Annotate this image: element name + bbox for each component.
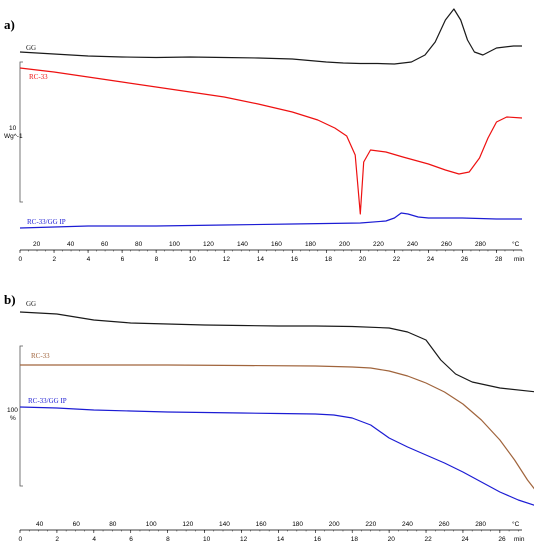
celsius-tick-label: 220 [373,241,384,248]
celsius-tick-label: 120 [182,521,193,528]
series-line-1 [19,67,523,215]
panel-b-scale-value: 100 [7,407,18,414]
minute-tick-label: 16 [291,256,299,263]
series-line-2 [19,212,522,229]
minute-tick-label: 8 [155,256,159,263]
celsius-tick-label: 280 [475,521,486,528]
panel-b-scale-bracket [19,345,23,487]
celsius-tick-label: 140 [237,241,248,248]
celsius-tick-label: 60 [101,241,109,248]
panel-a-minute-ticks: 0 2 4 6 8 10 12 14 16 18 20 22 24 26 28 min [19,250,525,263]
celsius-tick-label: 240 [407,241,418,248]
celsius-tick-label: 280 [475,241,486,248]
panel-a-scale-unit: Wg^-1 [4,133,23,140]
celsius-tick-label: 180 [305,241,316,248]
minute-tick-label: 4 [87,256,91,263]
panel-a-scale-bracket [19,61,23,203]
minute-tick-label: 8 [166,536,170,543]
series-line-0 [19,8,522,65]
minute-tick-label: 6 [129,536,133,543]
panel-b-series-labels: GG RC-33 RC-33/GG IP [26,300,67,405]
panel-b-celsius-ticks: 40 60 80 100 120 140 160 180 200 220 240 260 280 °C [36,520,520,528]
minute-tick-label: 20 [388,536,396,543]
panel-a-scale-value: 10 [9,125,17,132]
minute-tick-label: 18 [351,536,359,543]
celsius-tick-label: 200 [329,521,340,528]
minute-tick-label: 2 [55,536,59,543]
minute-tick-label: 6 [121,256,125,263]
panel-a-celsius-ticks: 20 40 60 80 100 120 140 160 180 200 220 240 260 280 °C [33,240,520,248]
minute-unit-label: min [514,256,525,263]
panel-a-series [19,8,523,229]
minute-tick-label: 26 [461,256,469,263]
minute-tick-label: 24 [461,536,469,543]
minute-tick-label: 26 [498,536,506,543]
series-label-rc33-gg-ip: RC-33/GG IP [28,397,67,405]
celsius-tick-label: 80 [135,241,143,248]
minute-tick-label: 4 [92,536,96,543]
celsius-tick-label: 260 [439,521,450,528]
panel-b-minute-ticks: 0 2 4 6 8 10 12 14 16 18 20 22 24 26 min [19,530,525,543]
series-label-rc33: RC-33 [31,352,50,360]
minute-tick-label: 22 [425,536,433,543]
celsius-tick-label: 80 [109,521,117,528]
minute-tick-label: 24 [427,256,435,263]
celsius-tick-label: 100 [169,241,180,248]
minute-tick-label: 12 [240,536,248,543]
celsius-tick-label: 20 [33,241,41,248]
celsius-tick-label: 40 [67,241,75,248]
minute-tick-label: 28 [495,256,503,263]
minute-tick-label: 14 [257,256,265,263]
celsius-tick-label: 220 [365,521,376,528]
series-line-1 [20,364,534,490]
panel-b-series [19,311,534,506]
celsius-tick-label: 60 [73,521,81,528]
minute-tick-label: 20 [359,256,367,263]
panel-b-letter: b) [4,292,16,307]
minute-tick-label: 10 [203,536,211,543]
minute-tick-label: 10 [189,256,197,263]
panel-a-series-labels: GG RC-33 RC-33/GG IP [26,44,66,226]
minute-tick-label: 22 [393,256,401,263]
panel-a-letter: a) [4,17,15,32]
minute-tick-label: 0 [19,256,23,263]
panel-b-scale-unit: % [10,415,16,422]
minute-tick-label: 16 [314,536,322,543]
minute-tick-label: 14 [277,536,285,543]
minute-tick-label: 0 [19,536,23,543]
celsius-tick-label: 180 [292,521,303,528]
celsius-tick-label: 120 [203,241,214,248]
series-label-rc33-gg-ip: RC-33/GG IP [27,218,66,226]
panel-a: a) 10 Wg^-1 GG RC-33 RC-33/GG IP 20 40 60 8… [4,8,525,263]
celsius-tick-label: 200 [339,241,350,248]
celsius-tick-label: 240 [402,521,413,528]
minute-tick-label: 12 [223,256,231,263]
series-line-0 [19,311,534,393]
minute-tick-label: 2 [53,256,57,263]
celsius-tick-label: 260 [441,241,452,248]
celsius-tick-label: 100 [146,521,157,528]
series-line-2 [19,406,534,506]
celsius-tick-label: 40 [36,521,44,528]
celsius-unit-label: °C [512,520,520,528]
panel-b: b) 100 % GG RC-33 RC-33/GG IP 40 60 80 100 1… [4,292,534,543]
celsius-tick-label: 140 [219,521,230,528]
series-label-gg: GG [26,44,36,52]
minute-tick-label: 18 [325,256,333,263]
celsius-unit-label: °C [512,240,520,248]
minute-unit-label: min [514,536,525,543]
celsius-tick-label: 160 [256,521,267,528]
series-label-rc33: RC-33 [29,73,48,81]
celsius-tick-label: 160 [271,241,282,248]
series-label-gg: GG [26,300,36,308]
